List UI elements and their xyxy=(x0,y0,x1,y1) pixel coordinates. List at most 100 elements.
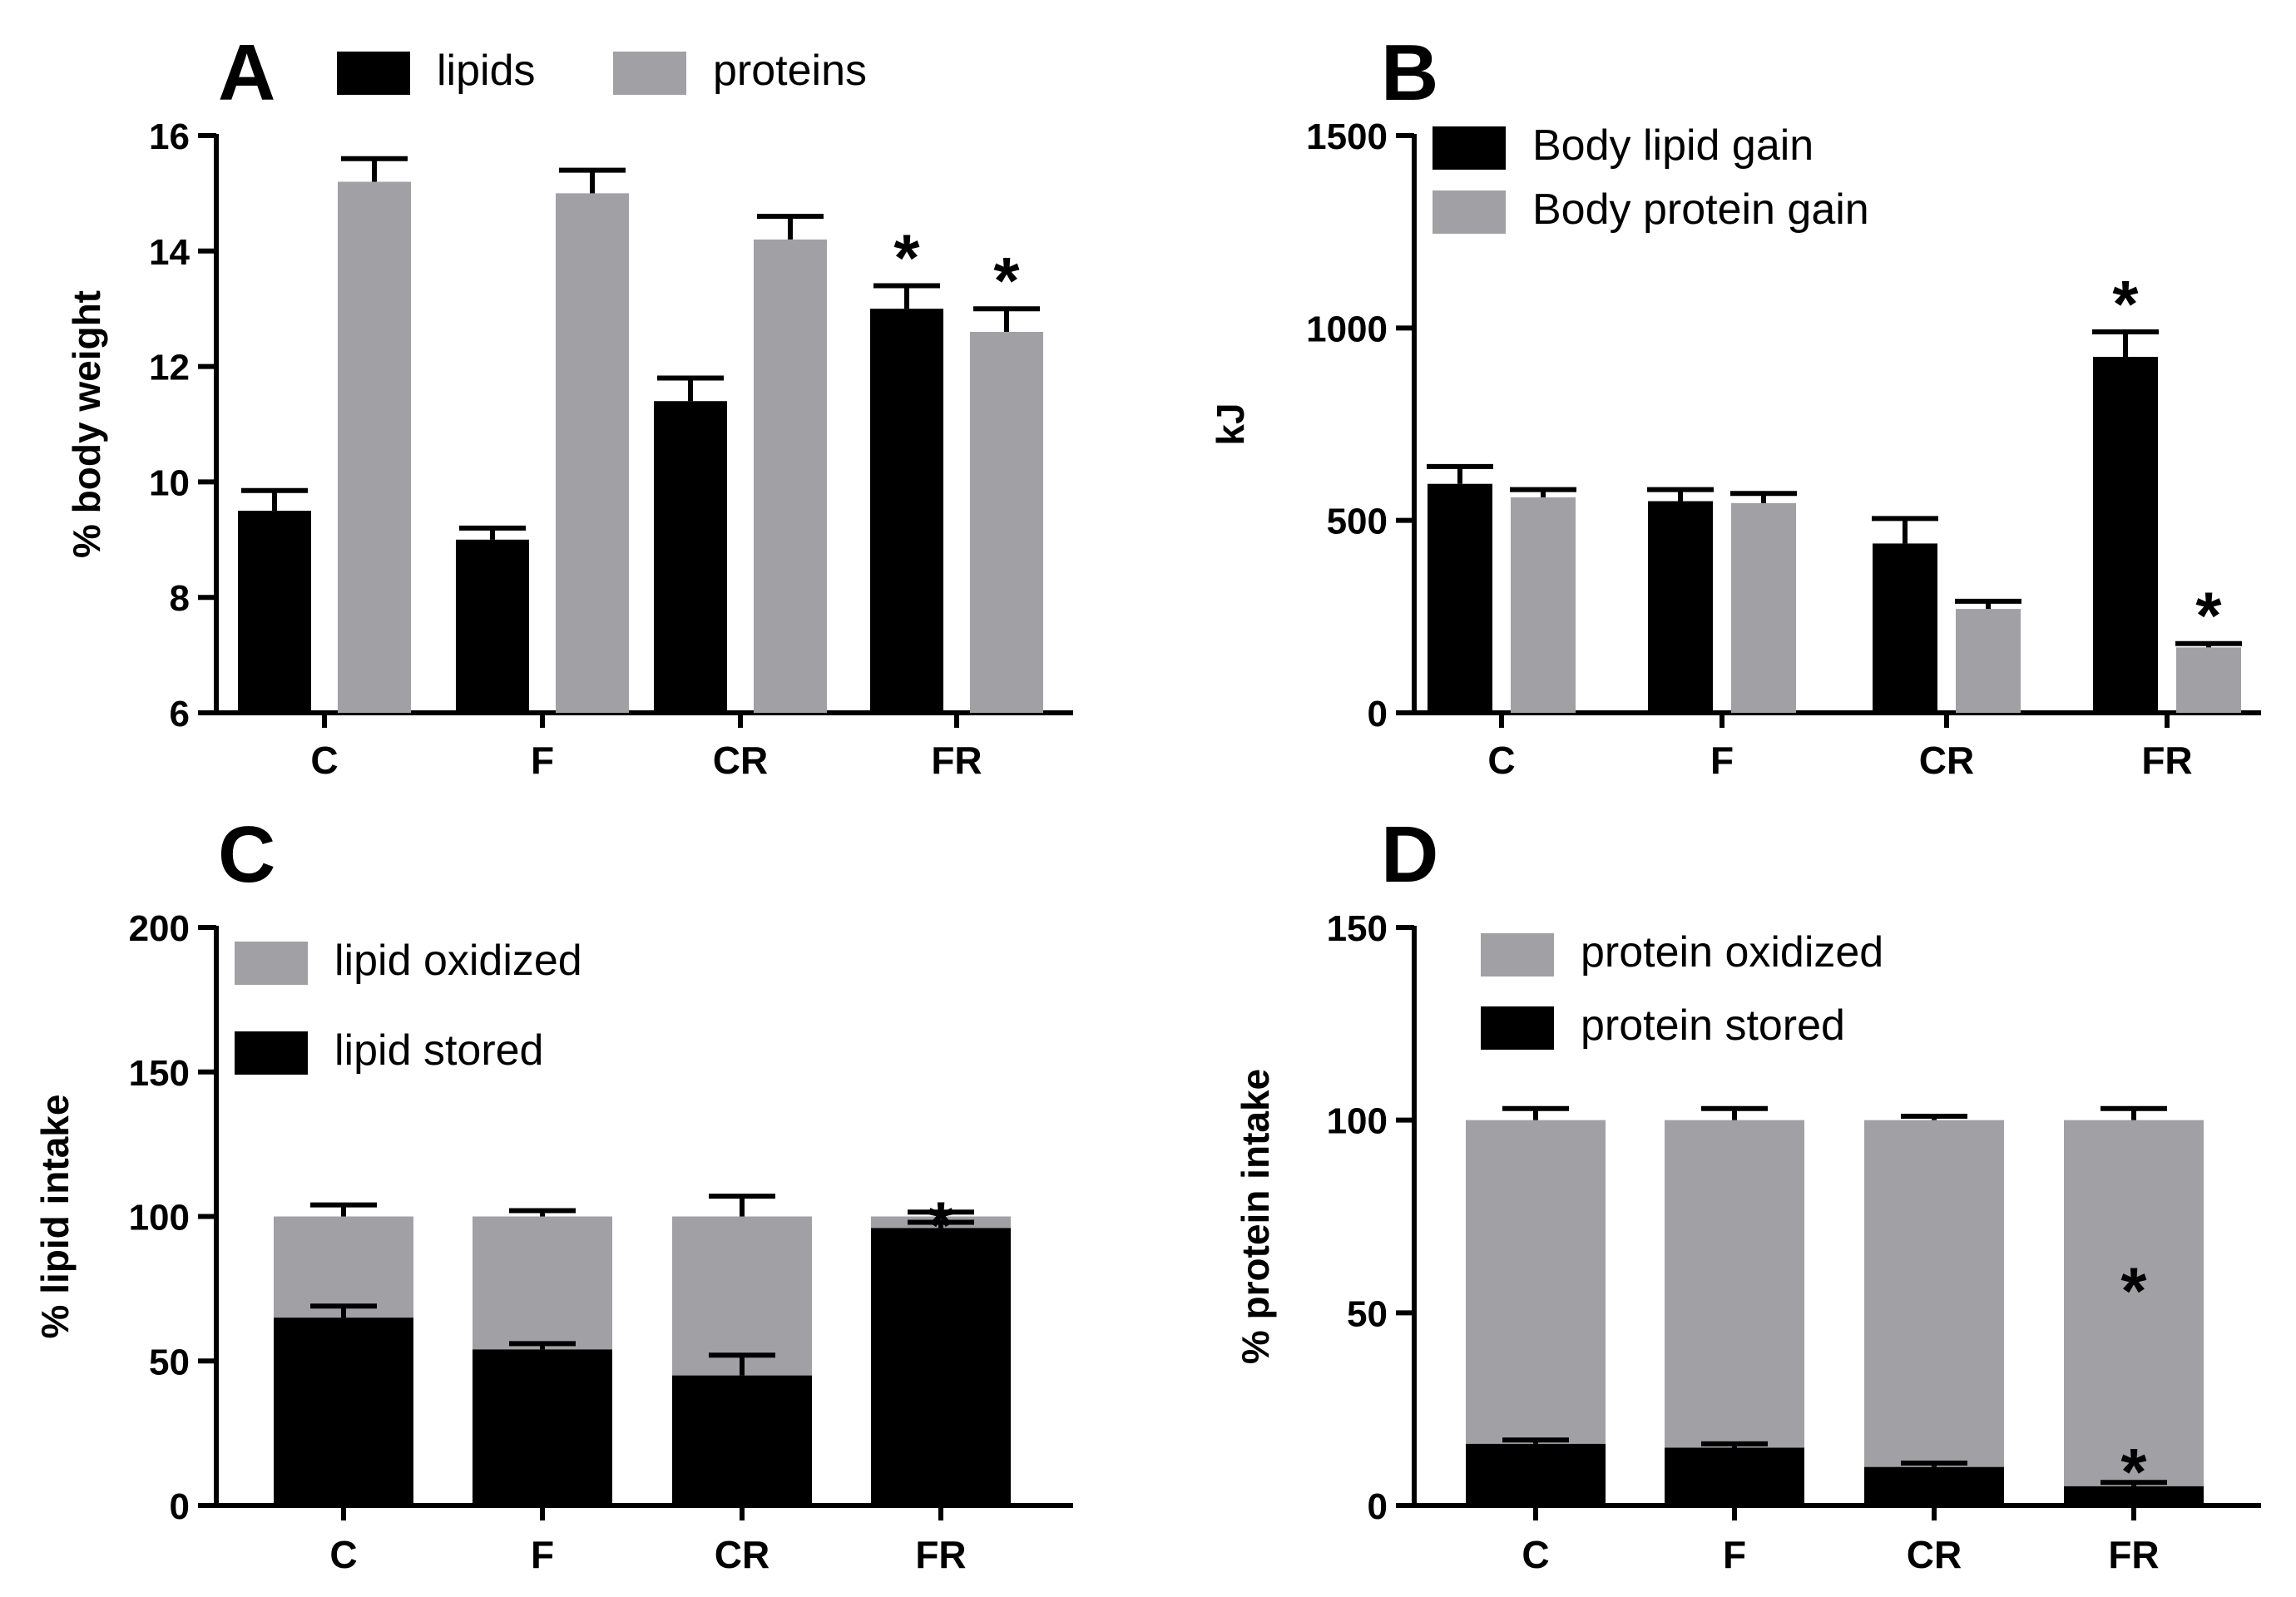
legend-label: protein oxidized xyxy=(1581,928,1883,976)
legend-label: proteins xyxy=(713,47,867,95)
y-tick-label: 12 xyxy=(149,348,190,388)
bar-body-lipid-gain xyxy=(1873,543,1937,713)
x-tick-label: F xyxy=(1723,1533,1746,1576)
bar-lipids xyxy=(654,401,727,713)
y-tick-label: 10 xyxy=(149,462,190,503)
y-tick-label: 1500 xyxy=(1306,116,1388,157)
x-tick-label: F xyxy=(531,739,554,782)
y-tick-label: 50 xyxy=(1347,1293,1388,1334)
legend-label: Body protein gain xyxy=(1532,185,1869,234)
x-tick-label: FR xyxy=(931,739,982,782)
y-tick-label: 14 xyxy=(149,232,190,273)
bar-proteins xyxy=(754,239,827,713)
y-tick-label: 500 xyxy=(1327,502,1388,542)
bar-lipid-oxidized xyxy=(274,1216,413,1318)
y-tick-label: 8 xyxy=(170,578,190,619)
significance-marker: * xyxy=(2120,1435,2147,1509)
panel-d: D 0 50 100 150 % protein intake C F CR FR protein … xyxy=(1234,810,2261,1576)
bar-proteins xyxy=(556,193,629,713)
legend-label: lipids xyxy=(437,47,536,95)
x-tick-label: C xyxy=(1522,1533,1549,1576)
y-tick-label: 150 xyxy=(1327,908,1388,949)
bar-body-protein-gain xyxy=(1956,609,2021,713)
bar-body-protein-gain xyxy=(1731,502,1796,713)
significance-marker: * xyxy=(893,220,920,294)
legend-swatch xyxy=(1481,1006,1554,1050)
y-tick-label: 150 xyxy=(129,1053,190,1094)
significance-marker: * xyxy=(2120,1253,2147,1328)
bar-body-protein-gain xyxy=(2176,647,2241,713)
x-tick-label: CR xyxy=(1907,1533,1962,1576)
legend-swatch xyxy=(1433,126,1506,170)
x-tick-label: C xyxy=(1487,739,1515,782)
y-tick-label: 1000 xyxy=(1306,309,1388,349)
bar-lipids xyxy=(456,539,529,713)
legend-label: lipid oxidized xyxy=(334,937,582,985)
bar-body-lipid-gain xyxy=(1428,483,1492,713)
bar-protein-stored xyxy=(1466,1443,1606,1506)
y-tick-label: 50 xyxy=(149,1342,190,1382)
legend-swatch xyxy=(337,52,410,95)
y-tick-label: 0 xyxy=(1368,1486,1388,1527)
panel-b: B 0 500 1000 1500 kJ C F CR FR Body lipid gain Body… xyxy=(1209,28,2261,782)
panel-c: C 0 50 100 150 200 % lipid intake C F CR FR lipid o… xyxy=(33,810,1073,1576)
y-axis-label: % body weight xyxy=(65,290,108,558)
bar-lipid-stored xyxy=(473,1349,612,1506)
y-tick-label: 6 xyxy=(170,694,190,734)
y-tick-label: 16 xyxy=(149,116,190,157)
legend-label: protein stored xyxy=(1581,1001,1845,1050)
bar-lipids xyxy=(870,309,943,713)
legend-label: lipid stored xyxy=(334,1026,543,1075)
legend-swatch xyxy=(1481,933,1554,976)
y-tick-label: 0 xyxy=(1368,694,1388,734)
x-tick-label: C xyxy=(329,1533,357,1576)
legend-swatch xyxy=(235,942,308,985)
legend-swatch xyxy=(235,1031,308,1075)
bar-protein-stored xyxy=(1864,1466,2004,1506)
x-tick-label: C xyxy=(310,739,338,782)
bar-lipids xyxy=(238,511,311,713)
significance-marker: * xyxy=(2112,267,2139,341)
significance-marker: * xyxy=(928,1189,954,1263)
y-tick-label: 100 xyxy=(1327,1101,1388,1142)
bar-body-lipid-gain xyxy=(2093,357,2158,713)
bar-protein-oxidized xyxy=(2064,1120,2204,1486)
legend-swatch xyxy=(1433,190,1506,234)
bar-lipid-stored xyxy=(672,1375,812,1506)
x-tick-label: CR xyxy=(715,1533,769,1576)
x-tick-label: FR xyxy=(915,1533,966,1576)
x-tick-label: CR xyxy=(713,739,768,782)
y-axis-label: % lipid intake xyxy=(33,1095,77,1339)
bar-lipid-stored xyxy=(871,1228,1011,1506)
bar-protein-oxidized xyxy=(1864,1120,2004,1467)
bar-body-protein-gain xyxy=(1511,497,1576,713)
bar-body-lipid-gain xyxy=(1648,501,1713,713)
bar-protein-stored xyxy=(1665,1447,1804,1506)
panel-letter: B xyxy=(1381,28,1438,117)
bar-protein-oxidized xyxy=(1466,1120,1606,1444)
panel-a: A 6 8 10 12 14 16 % body weight C F CR FR lipids prot… xyxy=(65,28,1073,782)
significance-marker: * xyxy=(2195,579,2222,653)
x-tick-label: FR xyxy=(2108,1533,2159,1576)
bar-proteins xyxy=(970,331,1043,713)
bar-lipid-oxidized xyxy=(473,1216,612,1350)
x-tick-label: F xyxy=(531,1533,554,1576)
bar-lipid-oxidized xyxy=(672,1216,812,1376)
bar-proteins xyxy=(338,181,411,713)
panel-letter: D xyxy=(1381,810,1438,899)
bar-protein-stored xyxy=(2064,1486,2204,1506)
y-tick-label: 0 xyxy=(170,1486,190,1527)
panel-letter: C xyxy=(218,810,275,899)
x-tick-label: FR xyxy=(2141,739,2192,782)
legend-label: Body lipid gain xyxy=(1532,121,1814,170)
y-tick-label: 100 xyxy=(129,1198,190,1239)
significance-marker: * xyxy=(993,244,1020,318)
legend-swatch xyxy=(613,52,686,95)
x-tick-label: F xyxy=(1710,739,1734,782)
bar-lipid-stored xyxy=(274,1318,413,1506)
bar-protein-oxidized xyxy=(1665,1120,1804,1448)
y-tick-label: 200 xyxy=(129,908,190,949)
y-axis-label: kJ xyxy=(1209,403,1252,445)
x-tick-label: CR xyxy=(1919,739,1974,782)
